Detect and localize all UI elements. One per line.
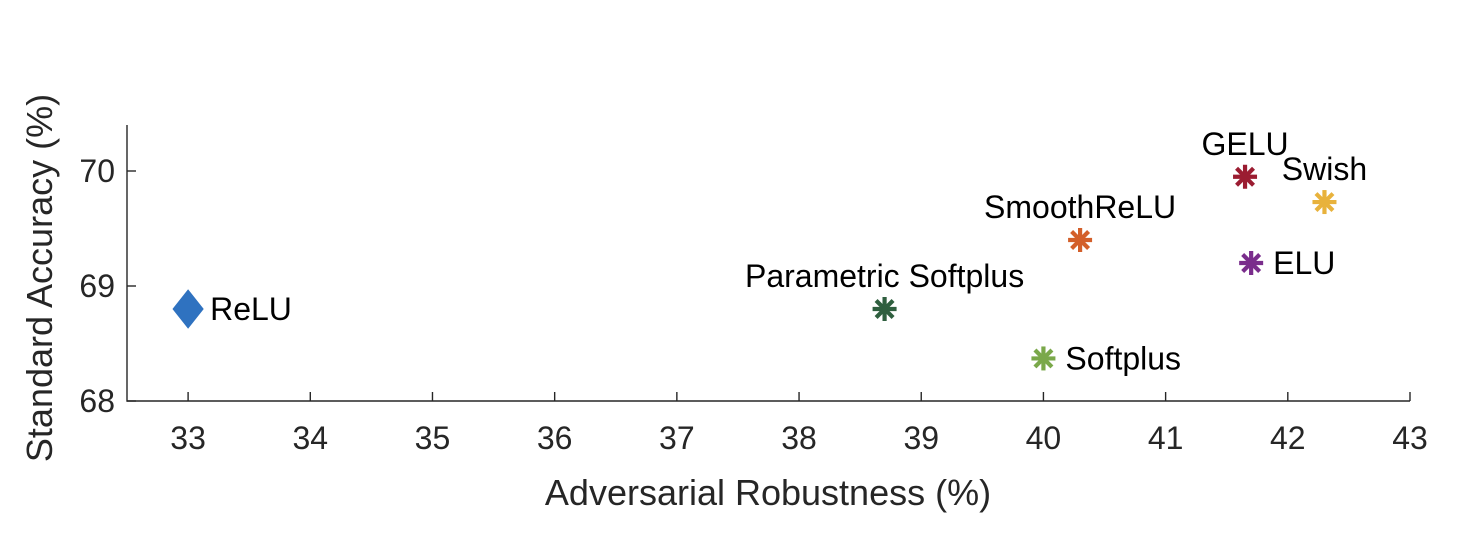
point-elu	[1239, 251, 1264, 275]
y-axis-title: Standard Accuracy (%)	[19, 94, 60, 462]
x-axis-title: Adversarial Robustness (%)	[545, 472, 991, 513]
x-tick-label: 33	[170, 420, 206, 456]
label-smoothrelu: SmoothReLU	[984, 189, 1176, 225]
point-relu	[172, 289, 204, 329]
point-parametric-softplus	[872, 297, 897, 321]
x-tick-label: 39	[903, 420, 939, 456]
label-swish: Swish	[1282, 151, 1367, 187]
point-softplus	[1031, 346, 1056, 371]
x-tick-label: 34	[292, 420, 328, 456]
ticks: 33 34 35 36 37 38 39 40 41 42 43 68 69 70	[79, 153, 1427, 456]
label-softplus: Softplus	[1065, 340, 1181, 376]
y-tick-label: 68	[79, 383, 115, 419]
x-tick-label: 37	[659, 420, 695, 456]
label-parametric-softplus: Parametric Softplus	[745, 258, 1024, 294]
x-tick-label: 41	[1148, 420, 1184, 456]
data-points	[172, 164, 1337, 371]
x-tick-label: 36	[537, 420, 573, 456]
point-labels: ReLU Parametric Softplus Softplus SmoothReL…	[210, 126, 1367, 377]
x-tick-label: 43	[1392, 420, 1428, 456]
y-tick-label: 69	[79, 268, 115, 304]
label-gelu: GELU	[1201, 126, 1288, 162]
y-tick-label: 70	[79, 153, 115, 189]
label-elu: ELU	[1273, 245, 1335, 281]
x-tick-label: 42	[1270, 420, 1306, 456]
point-swish	[1312, 190, 1337, 215]
label-relu: ReLU	[210, 291, 292, 327]
point-smoothrelu	[1068, 228, 1093, 252]
x-tick-label: 35	[415, 420, 451, 456]
x-tick-label: 38	[781, 420, 817, 456]
x-tick-label: 40	[1026, 420, 1062, 456]
point-gelu	[1233, 164, 1258, 189]
